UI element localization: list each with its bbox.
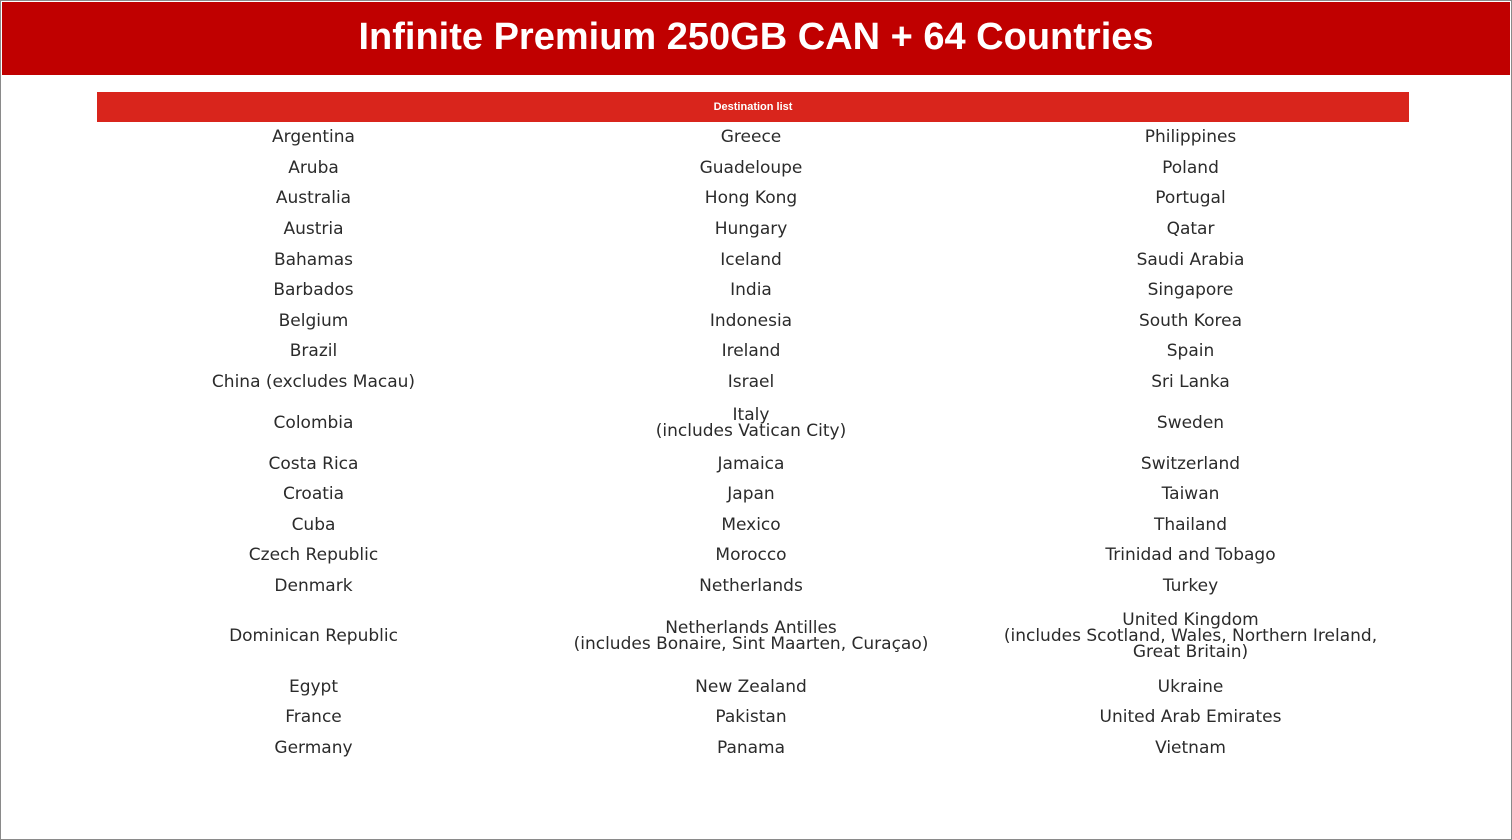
destination-cell: Cuba <box>291 514 336 535</box>
destination-cell: Qatar <box>1166 219 1215 240</box>
destination-cell: India <box>730 280 772 301</box>
destination-cell: United Arab Emirates <box>1099 707 1282 728</box>
destination-cell: Hungary <box>714 219 788 240</box>
destination-cell: Australia <box>275 188 352 209</box>
destination-cell: Austria <box>283 219 344 240</box>
destination-cell: Brazil <box>289 341 338 362</box>
destination-cell: Singapore <box>1147 280 1234 301</box>
destination-cell: Iceland <box>720 249 782 270</box>
destination-cell: Mexico <box>721 514 781 535</box>
destination-cell: Sweden <box>1156 412 1225 433</box>
destination-cell: Croatia <box>282 484 345 505</box>
destination-cell: Israel <box>727 372 775 393</box>
destination-cell: Taiwan <box>1161 484 1220 505</box>
destination-cell: Netherlands <box>699 576 803 597</box>
destination-cell: Indonesia <box>709 310 793 331</box>
destination-cell: Poland <box>1162 157 1219 178</box>
destination-cell: Switzerland <box>1140 453 1241 474</box>
destination-cell: Morocco <box>715 545 787 566</box>
destination-cell: France <box>285 707 342 728</box>
destination-cell: Philippines <box>1144 127 1237 148</box>
page-title: Infinite Premium 250GB CAN + 64 Countrie… <box>358 16 1154 58</box>
destination-cell: Germany <box>274 737 353 758</box>
destination-cell: Denmark <box>274 576 353 597</box>
destination-cell: Czech Republic <box>248 545 379 566</box>
destination-cell: Ireland <box>721 341 781 362</box>
destination-cell: Greece <box>720 127 782 148</box>
destination-cell: Ukraine <box>1157 676 1224 697</box>
destination-cell: Japan <box>727 484 775 505</box>
destination-cell: Bahamas <box>273 249 354 270</box>
destination-cell: Vietnam <box>1155 737 1226 758</box>
destination-list-title: Destination list <box>713 101 793 113</box>
destination-cell: Barbados <box>273 280 354 301</box>
destination-cell: China (excludes Macau) <box>211 372 416 393</box>
header-banner: Infinite Premium 250GB CAN + 64 Countrie… <box>2 2 1510 75</box>
destination-cell: Portugal <box>1155 188 1226 209</box>
destination-cell: Trinidad and Tobago <box>1105 545 1276 566</box>
destination-cell: Belgium <box>278 310 349 331</box>
destination-cell: Pakistan <box>715 707 787 728</box>
destination-cell: Costa Rica <box>268 453 359 474</box>
destination-cell: Aruba <box>288 157 339 178</box>
destination-cell: Dominican Republic <box>229 626 398 647</box>
destination-list-bar: Destination list <box>97 92 1409 122</box>
destination-cell: Italy (includes Vatican City) <box>655 404 847 441</box>
destination-cell: Colombia <box>273 412 354 433</box>
destination-cell: Jamaica <box>717 453 785 474</box>
destination-cell: New Zealand <box>695 676 807 697</box>
destination-cell: Spain <box>1166 341 1215 362</box>
destination-cell: Hong Kong <box>704 188 798 209</box>
destination-cell: Thailand <box>1153 514 1227 535</box>
destination-cell: Guadeloupe <box>699 157 803 178</box>
destination-cell: Netherlands Antilles (includes Bonaire, … <box>573 618 929 655</box>
destination-cell: Turkey <box>1162 576 1219 597</box>
destination-cell: Egypt <box>288 676 339 697</box>
destination-cell: Panama <box>716 737 786 758</box>
destination-cell: United Kingdom (includes Scotland, Wales… <box>1003 610 1378 663</box>
destination-cell: South Korea <box>1138 310 1242 331</box>
destination-cell: Argentina <box>272 127 355 148</box>
destination-cell: Saudi Arabia <box>1136 249 1245 270</box>
destination-cell: Sri Lanka <box>1151 372 1230 393</box>
destination-table: Argentina Greece Philippines Aruba Guadeloup… <box>97 122 1409 763</box>
